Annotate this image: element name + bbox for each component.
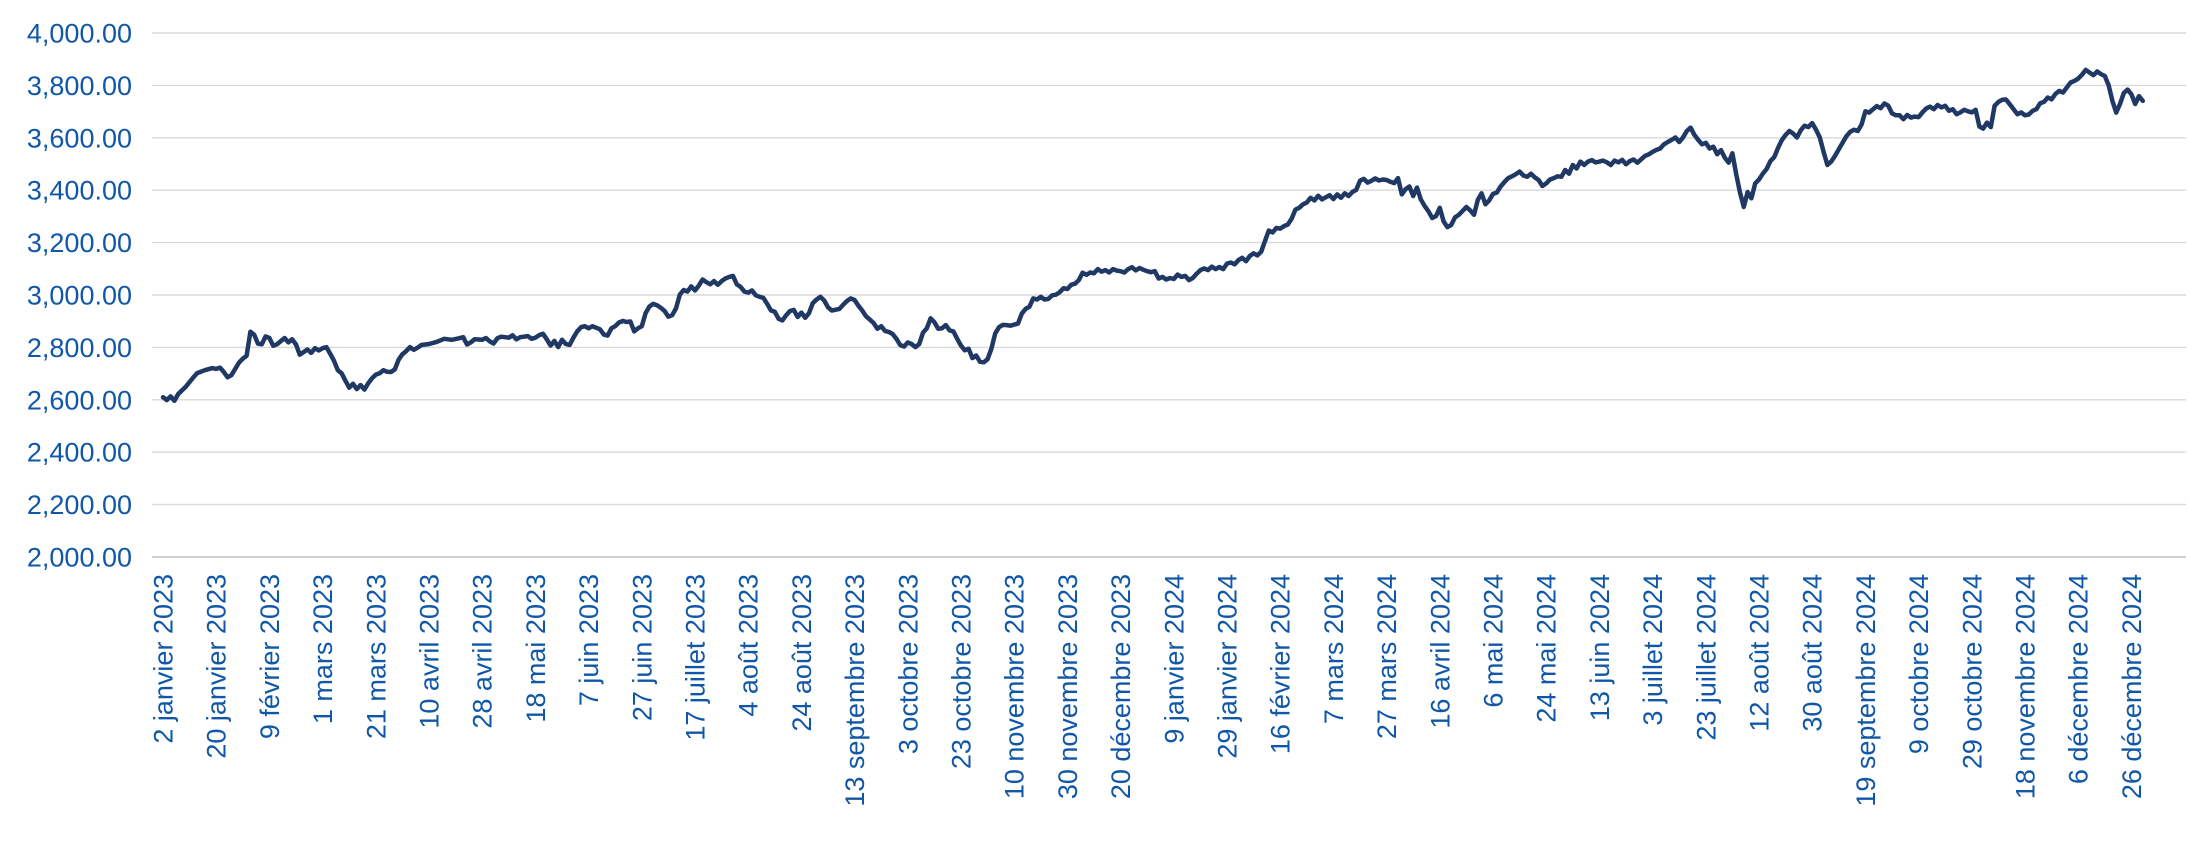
y-axis-labels: 4,000.00 3,800.00 3,600.00 3,400.00 3,200.00… [27, 19, 132, 573]
x-tick-label: 13 septembre 2023 [840, 574, 870, 807]
x-tick-label: 28 avril 2023 [468, 574, 498, 729]
x-tick-label: 6 mai 2024 [1479, 574, 1509, 708]
y-tick-label: 4,000.00 [27, 19, 132, 49]
x-tick-label: 19 septembre 2024 [1851, 574, 1881, 807]
x-tick-label: 2 janvier 2023 [149, 574, 179, 744]
y-tick-label: 2,200.00 [27, 490, 132, 520]
y-tick-label: 2,800.00 [27, 333, 132, 363]
x-tick-label: 6 décembre 2024 [2064, 574, 2094, 784]
x-tick-label: 18 novembre 2024 [2011, 574, 2041, 799]
x-tick-label: 4 août 2023 [734, 574, 764, 717]
x-tick-label: 10 avril 2023 [415, 574, 445, 729]
y-tick-label: 2,600.00 [27, 385, 132, 415]
x-tick-label: 27 mars 2024 [1372, 574, 1402, 739]
x-tick-label: 9 octobre 2024 [1904, 574, 1934, 754]
y-tick-label: 2,000.00 [27, 543, 132, 573]
x-tick-label: 30 août 2024 [1798, 574, 1828, 732]
x-tick-label: 17 juillet 2023 [681, 574, 711, 741]
x-tick-label: 24 août 2023 [787, 574, 817, 732]
x-tick-label: 16 février 2024 [1266, 574, 1296, 754]
x-tick-label: 20 janvier 2023 [202, 574, 232, 759]
x-tick-label: 7 mars 2024 [1319, 574, 1349, 724]
x-tick-label: 30 novembre 2023 [1053, 574, 1083, 799]
x-tick-label: 3 octobre 2023 [893, 574, 923, 754]
x-tick-label: 29 janvier 2024 [1213, 574, 1243, 759]
x-tick-label: 3 juillet 2024 [1638, 574, 1668, 726]
y-tick-label: 3,200.00 [27, 228, 132, 258]
y-tick-label: 3,400.00 [27, 176, 132, 206]
x-tick-label: 23 octobre 2023 [947, 574, 977, 769]
x-axis-labels: 2 janvier 2023 20 janvier 2023 9 février 2… [149, 574, 2147, 807]
y-tick-label: 3,000.00 [27, 281, 132, 311]
y-tick-label: 3,600.00 [27, 123, 132, 153]
x-tick-label: 20 décembre 2023 [1106, 574, 1136, 799]
y-tick-label: 3,800.00 [27, 71, 132, 101]
x-tick-label: 13 juin 2024 [1585, 574, 1615, 721]
x-tick-label: 24 mai 2024 [1532, 574, 1562, 723]
x-tick-label: 23 juillet 2024 [1691, 574, 1721, 741]
y-tick-label: 2,400.00 [27, 438, 132, 468]
x-tick-label: 10 novembre 2023 [1000, 574, 1030, 799]
series-line-index-level [160, 67, 2146, 404]
x-tick-label: 16 avril 2024 [1425, 574, 1455, 729]
x-tick-label: 27 juin 2023 [627, 574, 657, 721]
x-tick-label: 18 mai 2023 [521, 574, 551, 723]
x-tick-label: 9 février 2023 [255, 574, 285, 739]
x-tick-label: 12 août 2024 [1745, 574, 1775, 732]
x-tick-label: 7 juin 2023 [574, 574, 604, 706]
x-tick-label: 26 décembre 2024 [2117, 574, 2147, 799]
data-series [160, 67, 2146, 404]
x-tick-label: 21 mars 2023 [361, 574, 391, 739]
x-tick-label: 1 mars 2023 [308, 574, 338, 724]
x-tick-label: 9 janvier 2024 [1159, 574, 1189, 744]
gridlines [152, 32, 2186, 558]
x-tick-label: 29 octobre 2024 [1957, 574, 1987, 769]
